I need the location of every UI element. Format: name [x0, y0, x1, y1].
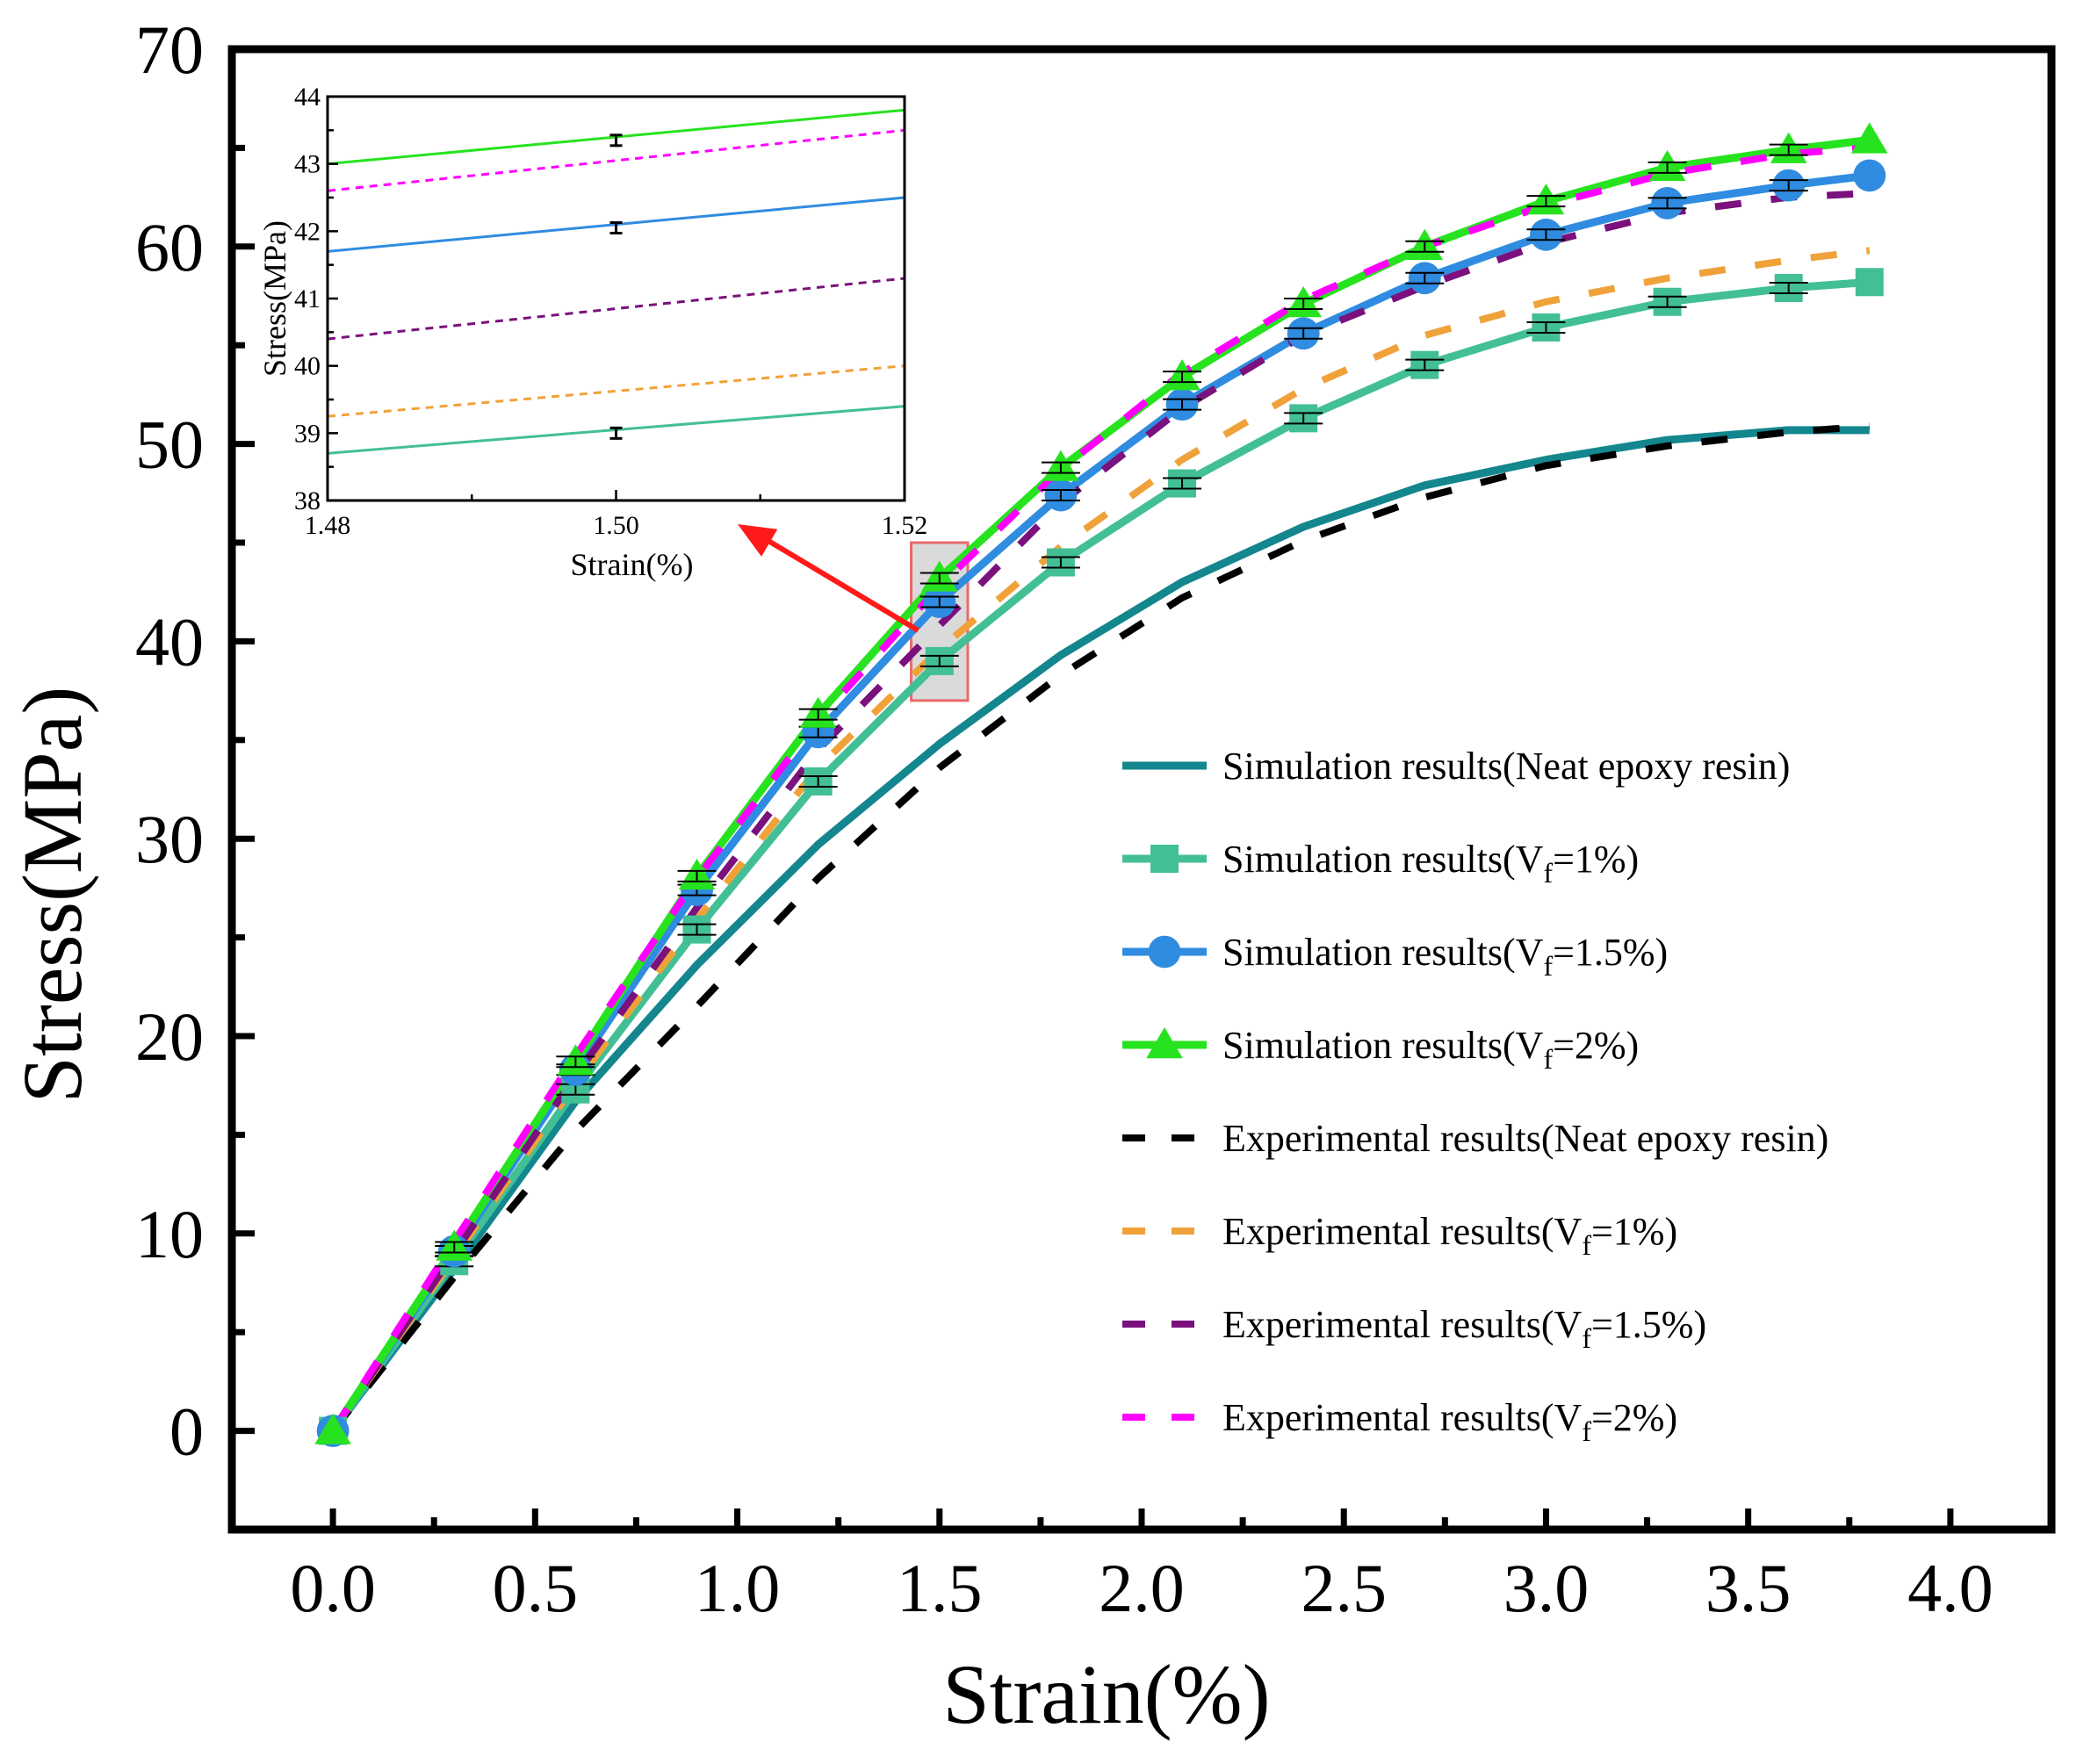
legend-label-experimental-results-neat-epoxy-resin: Experimental results(Neat epoxy resin) — [1222, 1117, 1828, 1160]
marker-simulation-results-vf-1-13 — [1855, 268, 1884, 297]
series-line-experimental-results-neat-epoxy-resin — [329, 422, 1871, 1434]
legend-label-end: =1%) — [1553, 838, 1639, 881]
legend-label-simulation-results-vf-1: Simulation results(Vf=1%) — [1222, 838, 1639, 889]
legend-label-end: =2%) — [1553, 1024, 1639, 1067]
inset-y-tick-label-42: 42 — [294, 217, 321, 246]
x-axis-title: Strain(%) — [942, 1647, 1270, 1741]
legend-marker-simulation-results-vf-1-5 — [1148, 935, 1181, 968]
legend: Simulation results(Neat epoxy resin) Simu… — [1122, 745, 1828, 1447]
legend-label-simulation-results-neat-epoxy-resin: Simulation results(Neat epoxy resin) — [1222, 745, 1790, 788]
x-tick-label-0.0: 0.0 — [290, 1550, 376, 1626]
inset-zoom-plot: 1.48 1.50 1.52 38 39 40 41 42 43 44 Strain(%) Stres… — [257, 83, 928, 633]
x-tick-label-3.5: 3.5 — [1705, 1550, 1792, 1626]
inset-line-experimental-results-vf-2 — [327, 128, 905, 192]
legend-label-experimental-results-vf-1-5: Experimental results(Vf=1.5%) — [1222, 1303, 1706, 1354]
legend-label-experimental-results-vf-1: Experimental results(Vf=1%) — [1222, 1210, 1677, 1261]
series-line-experimental-results-vf-1-5 — [329, 190, 1870, 1433]
legend-label-subscript: f — [1582, 1229, 1591, 1261]
inset-y-tick-label-44: 44 — [294, 83, 321, 112]
legend-label-subscript: f — [1582, 1415, 1591, 1447]
inset-background — [328, 97, 905, 500]
inset-x-tick-label-1.48: 1.48 — [305, 511, 351, 540]
x-tick-label-3.0: 3.0 — [1503, 1550, 1590, 1626]
series-line-simulation-results-vf-2 — [329, 135, 1871, 1434]
series-line-experimental-results-vf-1 — [329, 247, 1871, 1433]
series-line-simulation-results-neat-epoxy-resin — [329, 426, 1870, 1434]
y-tick-label-30: 30 — [135, 801, 204, 877]
legend-label-main: Simulation results(V — [1222, 1024, 1544, 1067]
legend-marker-simulation-results-vf-2 — [1146, 1027, 1183, 1059]
legend-label-end: =1.5%) — [1553, 931, 1668, 974]
zoom-arrow-shaft — [753, 530, 920, 633]
inset-y-tick-label-41: 41 — [294, 284, 321, 313]
x-tick-label-1.5: 1.5 — [897, 1550, 983, 1626]
legend-label-main: Simulation results(V — [1222, 931, 1544, 974]
series-line-simulation-results-vf-1-5 — [329, 171, 1871, 1434]
legend-label-end: =1%) — [1591, 1210, 1677, 1253]
x-tick-label-2.0: 2.0 — [1099, 1550, 1185, 1626]
y-tick-label-70: 70 — [135, 11, 204, 88]
x-tick-label-2.5: 2.5 — [1301, 1550, 1387, 1626]
x-tick-label-1.0: 1.0 — [695, 1550, 781, 1626]
inset-y-tick-label-39: 39 — [294, 419, 321, 448]
y-tick-label-20: 20 — [135, 998, 204, 1075]
legend-label-subscript: f — [1543, 1043, 1553, 1075]
marker-simulation-results-vf-1-5-13 — [1853, 159, 1886, 192]
legend-label-main: Simulation results(V — [1222, 838, 1544, 881]
x-tick-label-4.0: 4.0 — [1907, 1550, 1994, 1626]
y-tick-label-50: 50 — [135, 407, 204, 483]
legend-label-experimental-results-vf-2: Experimental results(Vf=2%) — [1222, 1396, 1677, 1447]
inset-line-experimental-results-vf-1-5 — [327, 277, 905, 341]
legend-label-subscript: f — [1582, 1322, 1591, 1354]
legend-label-end: =1.5%) — [1591, 1303, 1706, 1346]
inset-y-tick-label-38: 38 — [294, 486, 321, 515]
series-line-experimental-results-vf-2 — [329, 144, 1871, 1433]
legend-label-simulation-results-vf-2: Simulation results(Vf=2%) — [1222, 1024, 1639, 1075]
legend-label-main: Experimental results(V — [1222, 1303, 1583, 1346]
x-tick-label-0.5: 0.5 — [493, 1550, 579, 1626]
inset-x-axis-title: Strain(%) — [571, 547, 694, 582]
inset-y-tick-label-43: 43 — [294, 150, 321, 179]
legend-label-end: =2%) — [1591, 1396, 1677, 1439]
zoom-arrow-head — [738, 524, 778, 557]
plot-series — [314, 122, 1888, 1447]
y-tick-label-40: 40 — [135, 603, 204, 680]
legend-label-simulation-results-vf-1-5: Simulation results(Vf=1.5%) — [1222, 931, 1668, 982]
legend-label-main: Experimental results(V — [1222, 1396, 1583, 1439]
x-tick-labels: 0.0 0.5 1.0 1.5 2.0 2.5 3.0 3.5 4.0 — [290, 1550, 1993, 1626]
legend-label-subscript: f — [1543, 857, 1553, 889]
inset-x-tick-label-1.52: 1.52 — [882, 511, 928, 540]
y-axis-title: Stress(MPa) — [5, 687, 99, 1104]
axis-ticks — [232, 144, 1954, 1530]
inset-x-tick-label-1.50: 1.50 — [593, 511, 639, 540]
legend-label-main: Experimental results(V — [1222, 1210, 1583, 1253]
legend-label-main: Experimental results(Neat epoxy resin) — [1222, 1117, 1828, 1160]
inset-y-axis-title: Stress(MPa) — [257, 220, 292, 377]
inset-y-tick-label-40: 40 — [294, 352, 321, 381]
y-tick-label-0: 0 — [169, 1393, 204, 1470]
series-line-simulation-results-vf-1 — [329, 277, 1871, 1434]
legend-label-main: Simulation results(Neat epoxy resin) — [1222, 745, 1790, 788]
y-tick-label-10: 10 — [135, 1196, 204, 1272]
inset-line-experimental-results-vf-1 — [327, 364, 905, 418]
legend-marker-simulation-results-vf-1 — [1150, 845, 1179, 873]
y-tick-labels: 0 10 20 30 40 50 60 70 — [135, 11, 204, 1470]
legend-label-subscript: f — [1543, 950, 1553, 982]
y-tick-label-60: 60 — [135, 209, 204, 285]
marker-simulation-results-vf-2-13 — [1851, 122, 1888, 154]
marker-simulation-results-vf-2-0 — [314, 1413, 351, 1444]
